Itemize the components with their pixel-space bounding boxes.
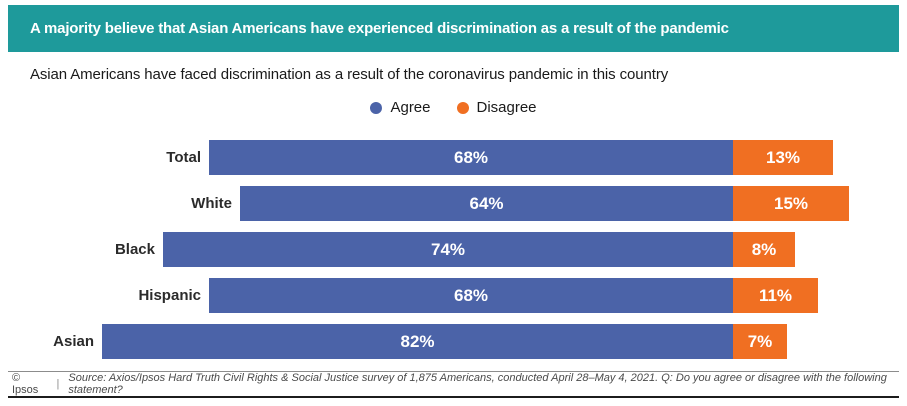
footer: © Ipsos | Source: Axios/Ipsos Hard Truth… [8,371,899,398]
agree-bar: 74% [163,232,733,267]
disagree-bar: 7% [733,324,787,359]
disagree-bar: 11% [733,278,818,313]
agree-swatch-icon [370,101,383,114]
legend-item-agree: Agree [370,99,431,116]
legend-label-disagree: Disagree [476,99,537,116]
chart-title: A majority believe that Asian Americans … [30,20,729,37]
chart-subtitle: Asian Americans have faced discriminatio… [30,66,669,83]
chart-row: Hispanic 68% 11% [0,278,907,313]
chart-row: Black 74% 8% [0,232,907,267]
copyright-label: © Ipsos [12,372,39,396]
chart-row: Total 68% 13% [0,140,907,175]
legend-label-agree: Agree [390,99,431,116]
agree-bar: 82% [102,324,733,359]
category-label: White [191,195,232,212]
chart-row: White 64% 15% [0,186,907,221]
category-label: Hispanic [138,287,201,304]
agree-bar: 68% [209,278,733,313]
source-note: Source: Axios/Ipsos Hard Truth Civil Rig… [68,372,887,396]
legend-item-disagree: Disagree [456,99,537,116]
category-label: Asian [53,333,94,350]
disagree-bar: 8% [733,232,795,267]
category-label: Black [114,241,155,258]
disagree-swatch-icon [456,101,469,114]
category-label: Total [166,149,201,166]
disagree-bar: 15% [733,186,849,221]
bar-chart: Total 68% 13% White 64% 15% Black 74% 8% Hispanic… [0,140,907,360]
footer-separator: | [56,378,60,390]
legend: Agree Disagree [0,99,907,116]
header-banner: A majority believe that Asian Americans … [8,5,899,52]
chart-row: Asian 82% 7% [0,324,907,359]
disagree-bar: 13% [733,140,833,175]
agree-bar: 68% [209,140,733,175]
agree-bar: 64% [240,186,733,221]
